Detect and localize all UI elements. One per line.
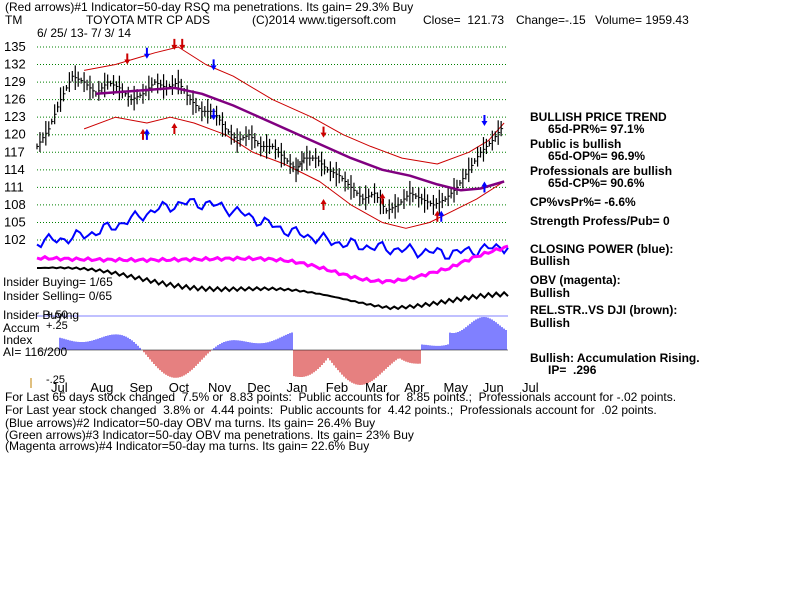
x-tick-label: Mar xyxy=(365,380,388,395)
strength-value: Strength Profess/Pub= 0 xyxy=(530,214,670,228)
signal-arrows xyxy=(124,38,488,222)
ma50-line xyxy=(95,86,505,192)
obv-path xyxy=(36,244,509,285)
ma50-path xyxy=(95,86,505,192)
signal-arrow xyxy=(210,109,217,121)
relstr-line xyxy=(37,266,509,311)
signal-arrow xyxy=(143,128,150,140)
signal-arrow xyxy=(320,199,327,211)
x-tick-label: Feb xyxy=(326,380,348,395)
x-tick-label: Jul xyxy=(522,380,539,395)
x-tick-label: Oct xyxy=(169,380,190,395)
professionals-label: Professionals are bullish xyxy=(530,164,673,178)
signal-arrow xyxy=(320,126,327,138)
public-label: Public is bullish xyxy=(530,137,622,151)
x-tick-label: Dec xyxy=(247,380,271,395)
volume-value: Volume= 1959.43 xyxy=(595,13,689,27)
closing-power-line xyxy=(36,197,509,260)
x-tick-label: Jun xyxy=(483,380,504,395)
y-tick-label: 126 xyxy=(4,92,26,107)
y-tick-label: 111 xyxy=(4,179,24,194)
x-axis-labels: Jul Aug Sep Oct Nov Dec Jan Feb Mar Apr May Jun Jul xyxy=(30,378,539,395)
y-tick-label: 117 xyxy=(4,144,25,159)
signal-arrow xyxy=(379,193,386,205)
cp-value: 65d-CP%= 90.6% xyxy=(548,176,645,190)
y-tick-label: 105 xyxy=(4,214,26,229)
accum-minus25: -.25 xyxy=(46,374,65,386)
relstr-path xyxy=(37,266,509,311)
copyright: (C)2014 www.tigersoft.com xyxy=(252,13,397,27)
index-label: Index xyxy=(3,333,33,347)
insider-buying-label: Insider Buying xyxy=(3,308,80,322)
footer-magenta-arrows: (Magenta arrows)#4 Indicator=50-day ma t… xyxy=(5,439,370,453)
x-tick-label: Aug xyxy=(90,380,113,395)
signal-arrow xyxy=(171,38,178,50)
obv-label: OBV (magenta): xyxy=(530,273,621,287)
y-axis-labels: 135 132 129 126 123 120 117 114 111 108 105 102 xyxy=(4,39,26,247)
y-tick-label: 108 xyxy=(4,197,26,212)
date-range: 6/ 25/ 13- 7/ 3/ 14 xyxy=(37,26,132,40)
band-upper xyxy=(84,46,505,165)
signal-arrow xyxy=(481,181,488,193)
signal-arrow xyxy=(434,210,441,222)
trend-label: BULLISH PRICE TREND xyxy=(530,110,667,124)
y-tick-label: 120 xyxy=(4,127,26,142)
y-tick-label: 123 xyxy=(4,109,26,124)
y-tick-label: 132 xyxy=(4,57,26,72)
footer-blue-arrows: (Blue arrows)#2 Indicator=50-day OBV ma … xyxy=(5,416,376,430)
x-tick-label: Nov xyxy=(208,380,232,395)
signal-arrow xyxy=(481,114,488,126)
x-tick-label: May xyxy=(444,380,469,395)
ai-value: AI= 116/200 xyxy=(3,345,68,359)
footer-year: For Last year stock changed 3.8% or 4.44… xyxy=(5,403,657,417)
signal-arrow xyxy=(139,128,146,140)
obv-line xyxy=(36,244,509,285)
relstr-value: Bullish xyxy=(530,316,571,330)
x-tick-label: Apr xyxy=(404,380,425,395)
relstr-label: REL.STR..VS DJI (brown): xyxy=(530,303,678,317)
pr-value: 65d-PR%= 97.1% xyxy=(548,122,645,136)
footer-65day: For Last 65 days stock changed 7.5% or 8… xyxy=(5,390,677,404)
close-value: Close= 121.73 xyxy=(423,13,505,27)
accumulation-histogram xyxy=(37,315,508,385)
accum-label: Accum xyxy=(3,321,40,335)
accum-status: Bullish: Accumulation Rising. xyxy=(530,351,700,365)
signal-arrow xyxy=(438,210,445,222)
cpvspr-value: CP%vsPr%= -6.6% xyxy=(530,195,636,209)
signal-arrow xyxy=(179,38,186,50)
price-bars xyxy=(36,65,504,220)
obv-value: Bullish xyxy=(530,286,571,300)
ip-value: IP= .296 xyxy=(548,363,597,377)
x-tick-label: Sep xyxy=(130,380,153,395)
signal-arrow xyxy=(210,59,217,71)
y-tick-label: 114 xyxy=(4,162,25,177)
ticker: TM xyxy=(5,13,23,27)
x-tick-label: Jan xyxy=(287,380,308,395)
x-tick-label: Jul xyxy=(51,380,68,395)
signal-arrow xyxy=(143,47,150,59)
header-indicator-line: (Red arrows)#1 Indicator=50-day RSQ ma p… xyxy=(5,0,414,14)
y-tick-label: 129 xyxy=(4,74,26,89)
y-tick-label: 102 xyxy=(4,232,26,247)
footer-green-arrows: (Green arrows)#3 Indicator=50-day OBV ma… xyxy=(5,428,414,442)
y-tick-label: 135 xyxy=(4,39,26,54)
accum-plus25: +.25 xyxy=(46,320,68,332)
accum-plus50: +.50 xyxy=(46,309,68,321)
change-value: Change=-.15 xyxy=(516,13,586,27)
closing-power-value: Bullish xyxy=(530,254,571,268)
insider-selling: Insider Selling= 0/65 xyxy=(3,289,113,303)
company-name: TOYOTA MTR CP ADS xyxy=(86,13,211,27)
op-value: 65d-OP%= 96.9% xyxy=(548,149,646,163)
signal-arrow xyxy=(171,123,178,135)
closing-power-label: CLOSING POWER (blue): xyxy=(530,242,674,256)
closing-power-path xyxy=(36,197,509,260)
signal-arrow xyxy=(124,53,131,65)
insider-buying: Insider Buying= 1/65 xyxy=(3,275,113,289)
